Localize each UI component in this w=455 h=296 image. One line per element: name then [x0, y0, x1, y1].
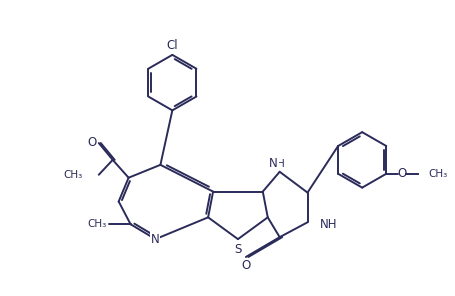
Text: CH₃: CH₃ [87, 219, 106, 229]
Text: NH: NH [319, 218, 336, 231]
Text: CH₃: CH₃ [64, 170, 83, 180]
Text: N: N [269, 157, 278, 170]
Text: S: S [234, 242, 241, 255]
Text: O: O [87, 136, 96, 149]
Text: N: N [151, 233, 159, 246]
Text: O: O [241, 259, 250, 272]
Text: H: H [276, 159, 284, 169]
Text: CH₃: CH₃ [427, 169, 446, 179]
Text: O: O [397, 167, 406, 180]
Text: Cl: Cl [166, 39, 178, 52]
